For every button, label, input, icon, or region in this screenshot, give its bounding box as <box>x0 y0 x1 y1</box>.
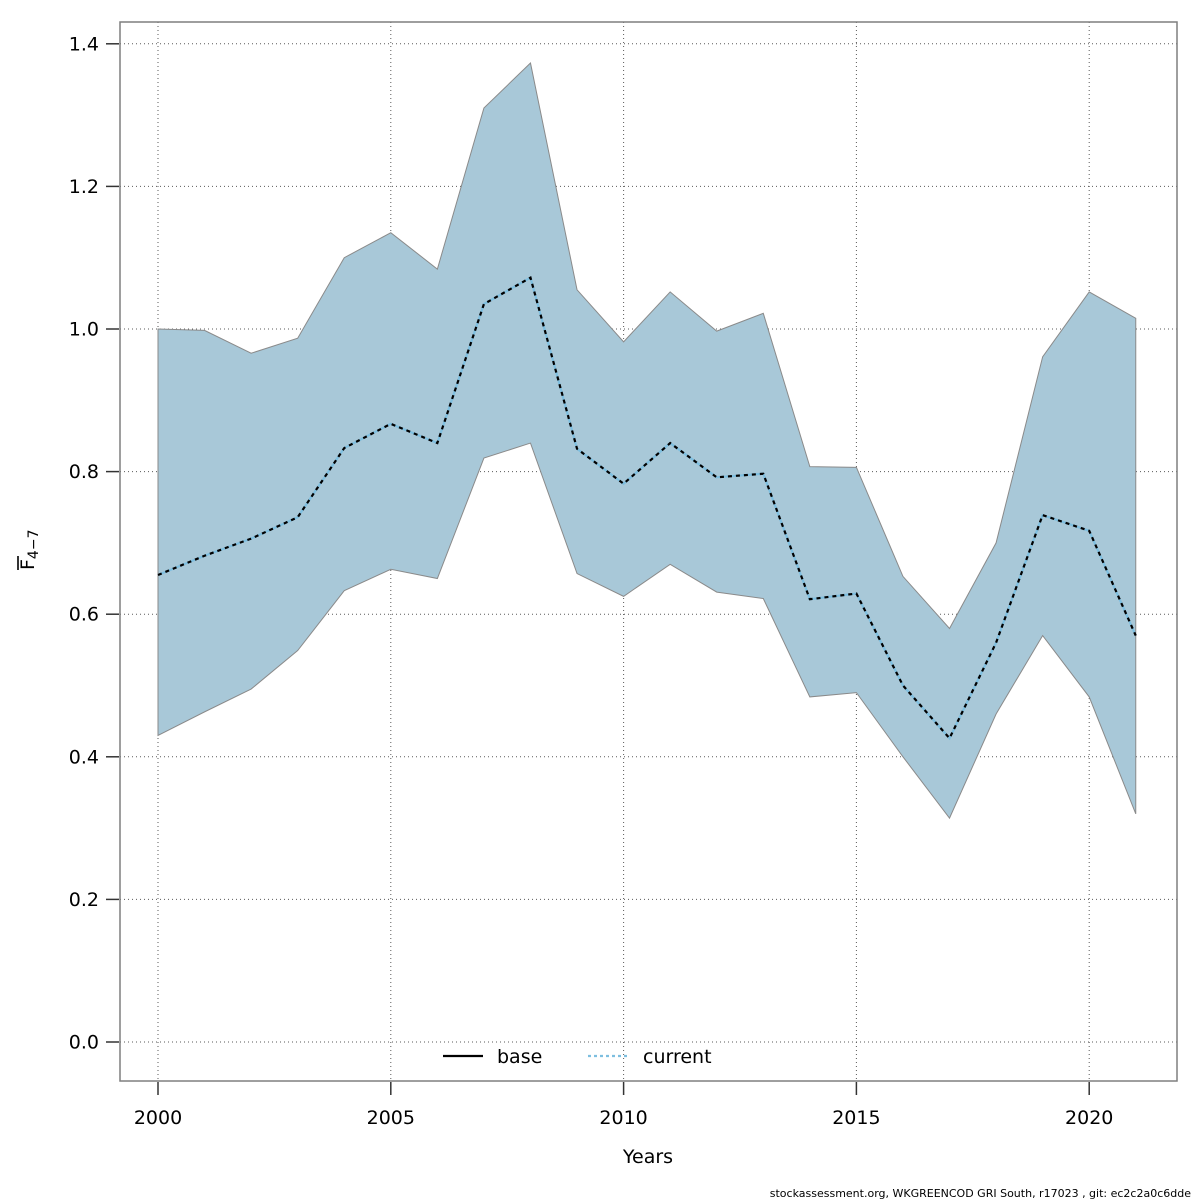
legend-current-label: current <box>643 1046 712 1068</box>
axis-ticks <box>106 43 1090 1095</box>
y-axis-title-main: F <box>17 559 39 570</box>
y-tick-label: 0.0 <box>69 1032 99 1054</box>
x-tick-label: 2010 <box>599 1107 647 1129</box>
y-tick-label: 0.4 <box>69 746 99 768</box>
y-tick-label: 0.8 <box>69 461 99 483</box>
y-tick-labels: 0.0 0.2 0.4 0.6 0.8 1.0 1.2 1.4 <box>69 33 99 1053</box>
y-tick-label: 0.6 <box>69 604 99 626</box>
plot-border <box>119 21 1178 1082</box>
x-tick-label: 2015 <box>832 1107 880 1129</box>
x-tick-label: 2005 <box>367 1107 415 1129</box>
legend-base-label: base <box>497 1046 542 1068</box>
caption: stockassessment.org, WKGREENCOD GRI Sout… <box>770 1187 1191 1200</box>
x-tick-labels: 2000 2005 2010 2015 2020 <box>134 1107 1114 1129</box>
y-tick-label: 1.4 <box>69 33 99 55</box>
x-axis-title: Years <box>622 1146 673 1168</box>
y-tick-label: 1.0 <box>69 319 99 341</box>
confidence-band-area <box>157 62 1137 820</box>
svg-text:F4−7: F4−7 <box>17 530 42 570</box>
current-line <box>157 276 1137 741</box>
y-axis-title-sub: 4−7 <box>26 530 42 560</box>
y-axis-title: F4−7 <box>17 530 42 570</box>
y-tick-label: 1.2 <box>69 176 99 198</box>
series-lines <box>157 276 1137 741</box>
x-tick-label: 2020 <box>1065 1107 1113 1129</box>
legend: base current <box>443 1046 712 1068</box>
y-tick-label: 0.2 <box>69 889 99 911</box>
x-tick-label: 2000 <box>134 1107 182 1129</box>
confidence-ribbon <box>157 62 1137 820</box>
